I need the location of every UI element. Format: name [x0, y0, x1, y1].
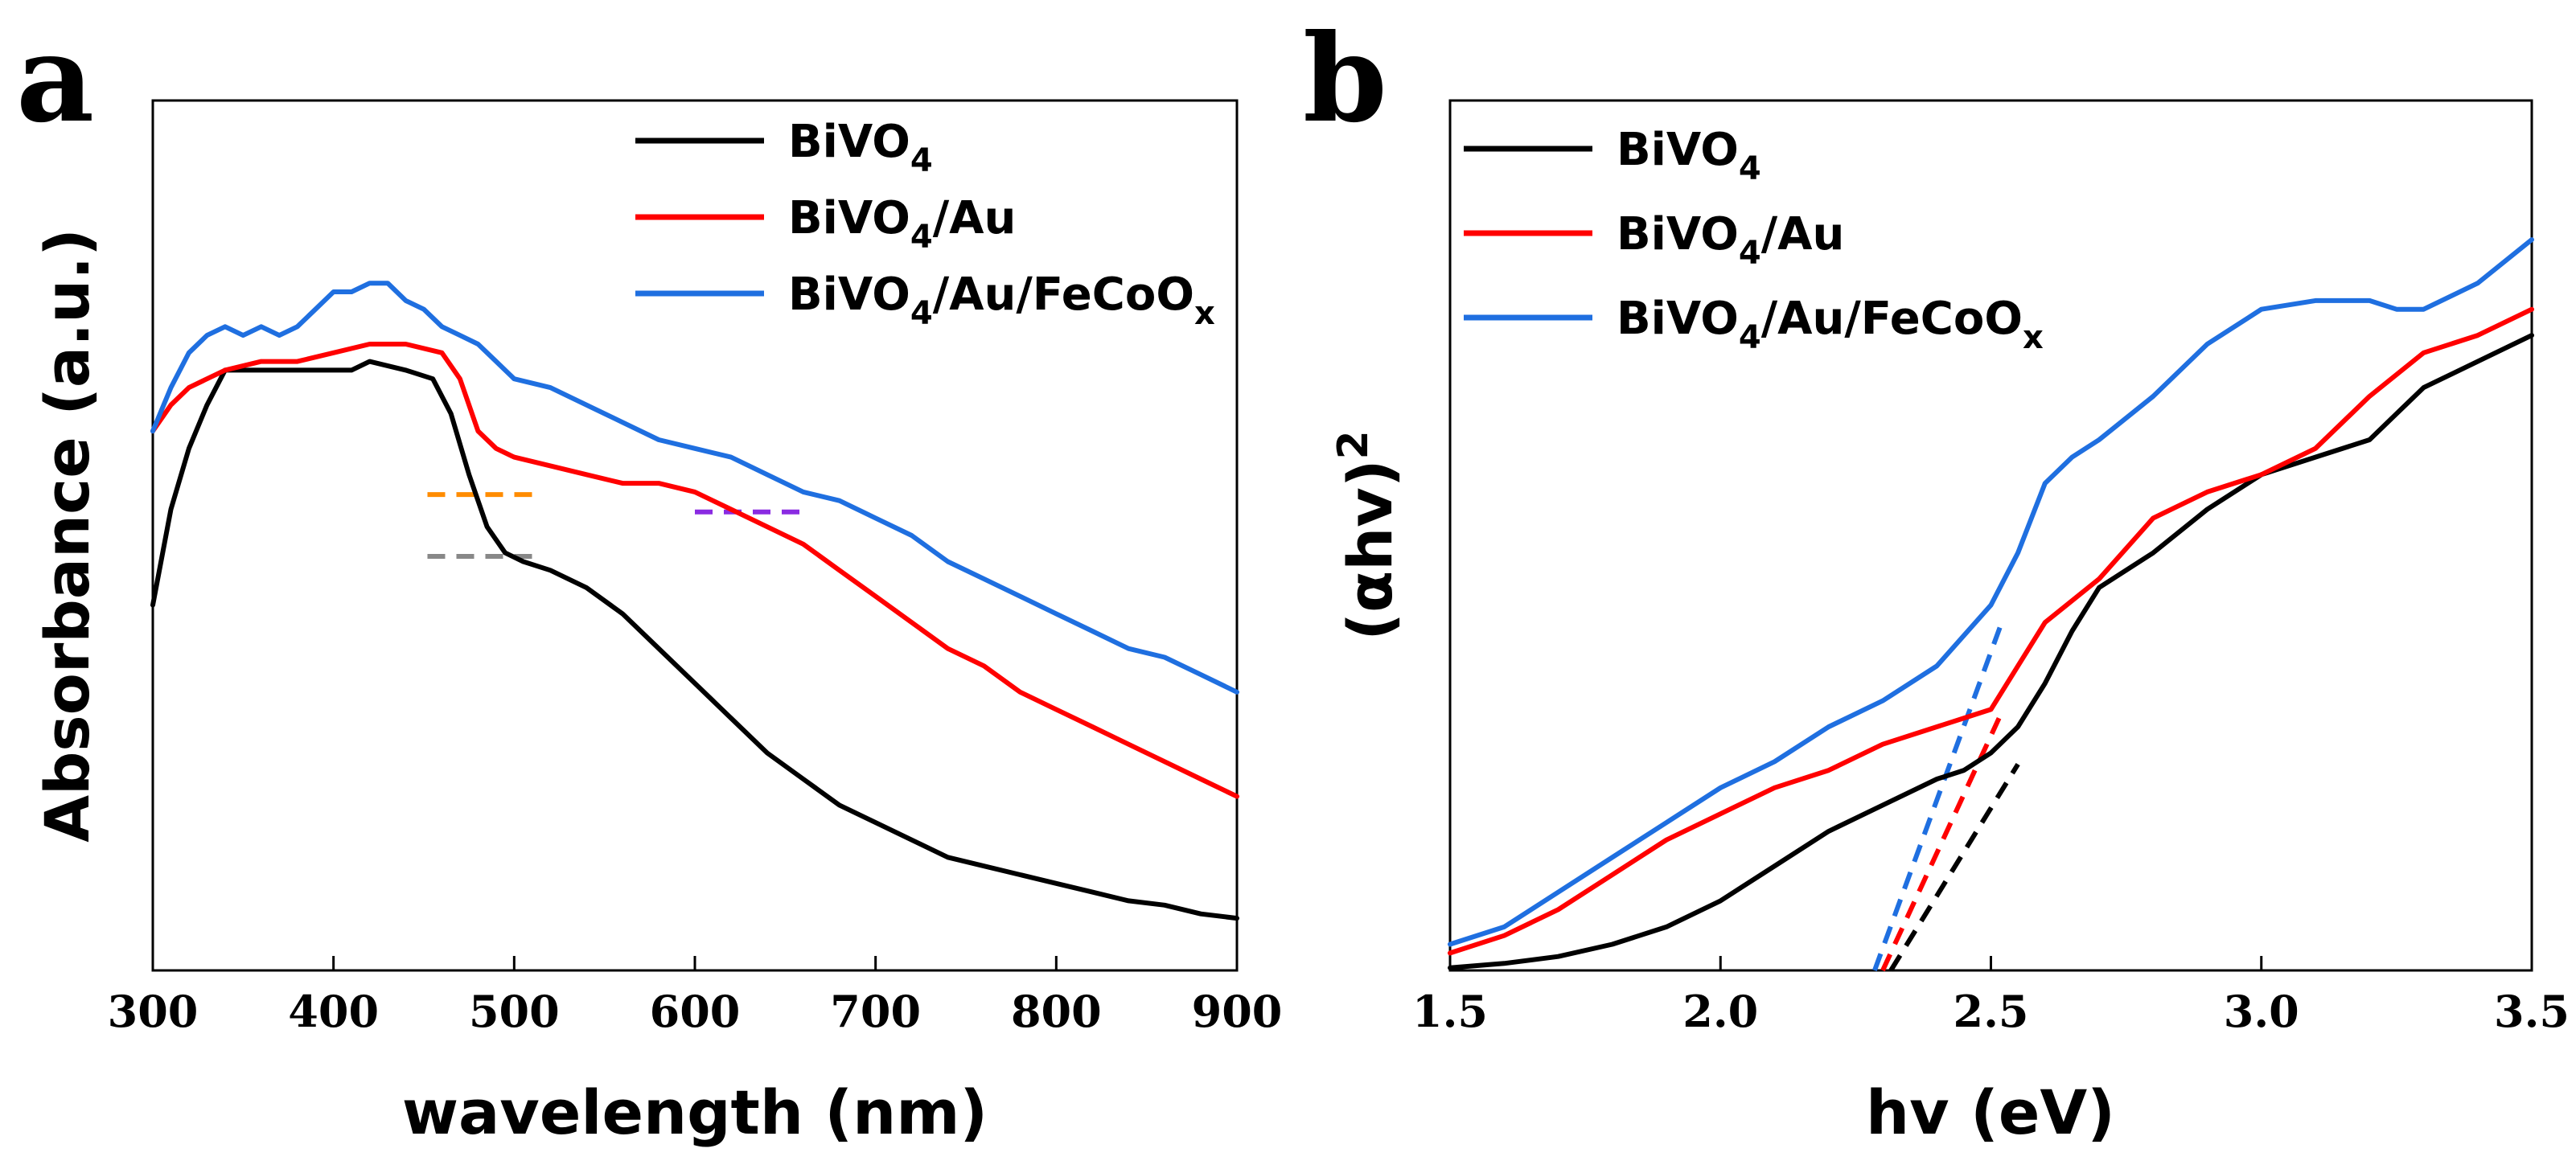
x-tick-label: 1.5	[1412, 986, 1488, 1037]
legend-label: BiVO4	[1617, 124, 1761, 187]
series-line	[150, 281, 1239, 695]
x-tick-label: 2.0	[1682, 986, 1758, 1037]
x-tick-label: 700	[830, 986, 921, 1037]
dashed-guide-line	[1880, 716, 2002, 972]
legend-label: BiVO4	[788, 116, 933, 179]
panel-b-x-ticks	[1448, 956, 2533, 970]
legend-label-name: BiVO	[788, 116, 910, 168]
x-tick-label: 900	[1192, 986, 1283, 1037]
legend-label-sub: 4	[910, 142, 933, 179]
series-line	[1448, 306, 2534, 956]
x-tick-label: 800	[1011, 986, 1102, 1037]
panel-b-x-axis-title: hv (eV)	[1866, 1077, 2115, 1148]
panel-a-x-ticks	[151, 956, 1239, 970]
panel-b-y-axis-title: (αhv)2	[1329, 430, 1406, 641]
panel-a-series	[150, 281, 1239, 921]
panel-a-x-axis-title: wavelength (nm)	[402, 1077, 988, 1148]
x-tick-label: 600	[650, 986, 741, 1037]
legend-label-sub: 4	[1739, 150, 1761, 187]
dashed-guide-line	[1872, 621, 2004, 972]
legend-label-name: BiVO	[788, 192, 910, 244]
panel-a-guide-lines	[427, 492, 803, 559]
panel-a-absorbance-chart: a 300 400 500 600 700 800 900 BiVO4BiVO4/AuBiV…	[16, 8, 1282, 1148]
series-line	[150, 342, 1239, 799]
legend-label-name: BiVO	[1617, 293, 1739, 345]
panel-a-x-tick-labels: 300 400 500 600 700 800 900	[108, 986, 1283, 1037]
dashed-guide-line	[1888, 762, 2020, 972]
panel-a-letter: a	[16, 8, 94, 150]
legend-label-suffix: /Au/FeCoO	[1761, 293, 2023, 345]
legend-label-suffix-sub: x	[2023, 319, 2044, 356]
panel-a-frame	[151, 99, 1239, 972]
legend-label-suffix: /Au/FeCoO	[933, 269, 1194, 321]
x-tick-label: 2.5	[1954, 986, 2029, 1037]
panel-b-y-axis-title-sup: 2	[1329, 430, 1378, 459]
legend-label-sub: 4	[910, 295, 933, 332]
panel-b-frame	[1448, 99, 2533, 972]
panel-b-series	[1448, 237, 2534, 970]
x-tick-label: 400	[288, 986, 379, 1037]
legend-label: BiVO4/Au/FeCoOx	[1617, 293, 2044, 356]
legend-label: BiVO4/Au	[788, 192, 1016, 256]
panel-b-y-axis-title-main: (αhv)	[1334, 459, 1406, 640]
legend-label: BiVO4/Au/FeCoOx	[788, 269, 1215, 332]
legend-label-name: BiVO	[1617, 124, 1739, 176]
legend-label-sub: 4	[1739, 319, 1761, 356]
panel-b-tauc-chart: b 1.5 2.0 2.5 3.0 3.5 BiVO4BiVO4/AuBiVO4/Au/…	[1303, 8, 2570, 1148]
x-tick-label: 500	[469, 986, 560, 1037]
legend-label-suffix: /Au	[1761, 208, 1845, 260]
legend-label-name: BiVO	[1617, 208, 1739, 260]
panel-b-letter: b	[1303, 8, 1387, 150]
x-tick-label: 3.0	[2224, 986, 2299, 1037]
series-line	[1448, 237, 2534, 947]
x-tick-label: 300	[108, 986, 199, 1037]
legend-label-name: BiVO	[788, 269, 910, 321]
legend-label: BiVO4/Au	[1617, 208, 1844, 272]
legend-label-sub: 4	[1739, 235, 1761, 272]
x-tick-label: 3.5	[2494, 986, 2570, 1037]
panel-a-y-axis-title: Absorbance (a.u.)	[31, 228, 103, 843]
legend-label-sub: 4	[910, 219, 933, 256]
legend-label-suffix-sub: x	[1194, 295, 1215, 332]
series-line	[150, 359, 1239, 921]
series-line	[1448, 333, 2534, 970]
legend-label-suffix: /Au	[933, 192, 1017, 244]
panel-b-guide-lines	[1872, 621, 2020, 972]
panel-b-x-tick-labels: 1.5 2.0 2.5 3.0 3.5	[1412, 986, 2570, 1037]
